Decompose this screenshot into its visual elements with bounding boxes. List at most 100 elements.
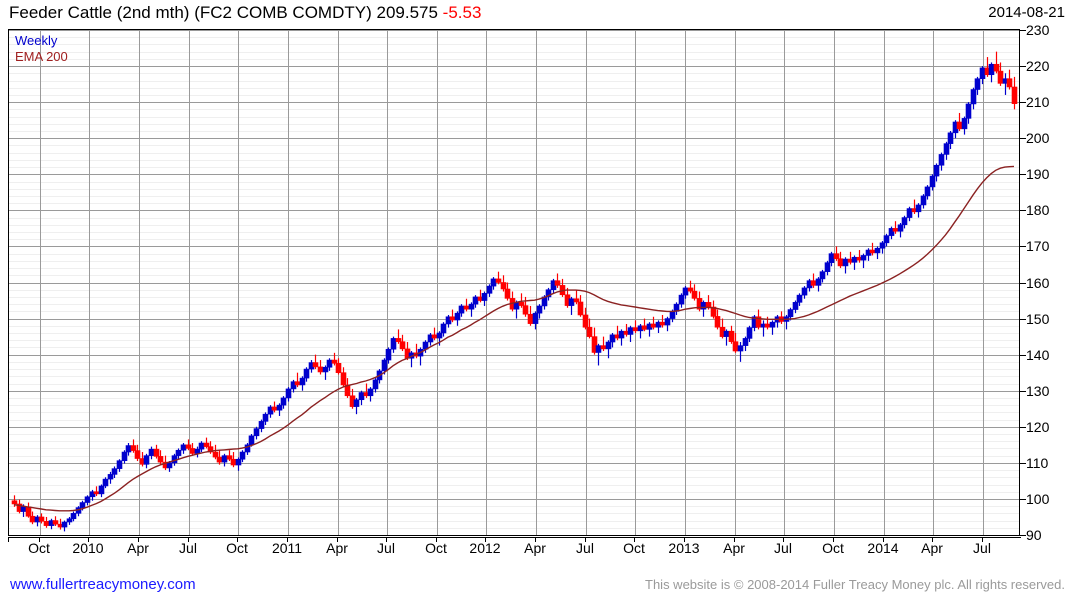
candle-body [947,132,954,144]
candle-body [166,462,173,469]
candle-body [920,195,927,206]
candle-body [970,89,977,105]
candle-body [303,368,310,379]
candle-body [787,309,794,318]
x-axis-tick-label: Apr [723,540,745,556]
candle-body [445,316,452,325]
candle-body [796,294,803,303]
candle-body [532,312,539,324]
candle-body [89,491,96,498]
x-axis-tick-label: Apr [921,540,943,556]
x-axis-tick-mark [337,537,338,542]
candle-body [29,515,36,523]
candle-body [938,154,945,166]
candle-body [212,451,219,458]
candle-body [367,388,374,397]
candle-body [175,449,182,456]
candle-body [221,455,228,463]
x-axis-tick-mark [535,537,536,542]
candle-body [143,455,150,465]
y-axis-tick-mark [1020,246,1026,247]
x-axis-tick-label: Oct [226,540,248,556]
candle-body [500,282,507,290]
x-axis-tick-label: Oct [822,540,844,556]
candle-body [687,287,694,292]
candle-body [458,305,465,314]
candle-body [901,217,908,226]
candle-body [52,520,59,525]
candle-body [121,451,128,461]
candle-body [262,413,269,422]
y-axis-tick-label: 110 [1026,454,1049,471]
y-axis-tick-label: 220 [1026,58,1050,75]
candle-body [20,506,27,512]
candle-body [253,428,260,437]
candle-body [271,406,278,411]
candle-body [618,330,625,339]
candle-body [294,381,301,386]
candle-body [993,63,1000,72]
candle-body [682,287,689,296]
candle-body [842,258,849,267]
candle-body [600,345,607,350]
candle-body [1006,78,1013,88]
x-axis-tick-mark [88,537,89,542]
candle-body [454,312,461,321]
candle-body [93,491,100,495]
y-axis-tick-label: 160 [1026,274,1050,291]
candle-body [860,255,867,261]
x-axis-origin-tick [8,537,9,542]
candle-body [235,458,242,466]
candle-body [956,121,963,130]
copyright-notice: This website is © 2008-2014 Fuller Treac… [645,577,1065,592]
candle-body [440,323,447,334]
y-axis-tick-label: 140 [1026,346,1050,363]
x-axis-tick-label: Jul [576,540,594,556]
page-title: Feeder Cattle (2nd mth) (FC2 COMB COMDTY… [9,3,481,23]
title-instrument: Feeder Cattle (2nd mth) [9,3,190,22]
candle-body [70,513,77,520]
site-url[interactable]: www.fullertreacymoney.com [10,576,196,593]
candle-body [723,330,730,337]
candle-body [915,204,922,213]
candle-body [180,444,187,451]
candle-body [906,208,913,218]
candle-body [340,372,347,386]
candle-body [586,326,593,337]
x-axis-tick-label: 2012 [469,540,501,556]
y-axis-tick-label: 130 [1026,382,1050,399]
x-axis-tick-mark [634,537,635,542]
y-axis-tick-label: 120 [1026,418,1050,435]
candle-body [285,388,292,399]
candle-body [399,341,406,350]
candle-body [568,298,575,306]
x-axis-tick-mark [138,537,139,542]
candle-body [961,118,968,130]
candle-body [764,323,771,328]
x-axis-tick-mark [585,537,586,542]
x-axis-line [8,537,1021,538]
candle-body [979,67,986,79]
x-axis-tick-mark [386,537,387,542]
x-axis-tick-label: Jul [973,540,991,556]
candle-body [792,302,799,310]
candle-body [216,456,223,463]
candle-body [627,327,634,335]
candle-body [267,406,274,415]
last-price: 209.575 [376,3,438,22]
chart-plot-area[interactable]: Weekly EMA 200 [8,29,1020,536]
candle-body [769,321,776,328]
y-axis-tick-label: 100 [1026,490,1050,507]
candle-body [691,290,698,299]
x-axis-tick-mark [684,537,685,542]
candle-body [157,456,164,463]
candle-body [837,258,844,267]
x-axis-tick-mark [883,537,884,542]
candle-body [290,381,297,390]
candle-body [326,359,333,368]
candle-body [609,334,616,343]
candle-body [353,399,360,407]
candle-body [742,338,749,346]
candle-body [148,448,155,456]
x-axis-tick-label: 2010 [72,540,104,556]
